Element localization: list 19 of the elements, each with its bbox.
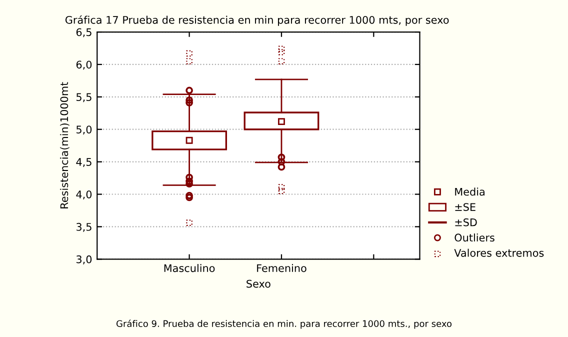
x-tick-label: Femenino — [257, 264, 306, 272]
text: ±SE — [455, 203, 476, 211]
y-tick-label: 3,5 — [76, 222, 92, 232]
chart-title: Gráfica 17 Prueba de resistencia en min para recorrer 1000 mts, por sexo — [65, 15, 449, 26]
x-axis-title: Sexo — [246, 280, 270, 288]
y-tick-label: 4,5 — [76, 158, 92, 167]
y-tick-label: 3,0 — [76, 255, 92, 264]
text: Media — [455, 188, 484, 196]
y-tick-label: 5,5 — [76, 93, 92, 102]
text: ±SD — [455, 218, 477, 226]
y-axis-title: Resistencia(min)1000mt — [60, 82, 70, 208]
y-tick-label: 6,0 — [76, 60, 92, 70]
text: Outliers — [454, 233, 494, 242]
y-tick-label: 6,5 — [76, 28, 92, 38]
legend-label: Valores extremos — [454, 248, 544, 257]
x-tick-label: Masculino — [164, 264, 215, 272]
text: Gráfico 9. Prueba de resistencia en min. para recorrer 1000 mts., por sexo — [116, 320, 452, 329]
y-tick-label: 4,0 — [76, 190, 92, 200]
y-tick-label: 5,0 — [76, 126, 92, 135]
